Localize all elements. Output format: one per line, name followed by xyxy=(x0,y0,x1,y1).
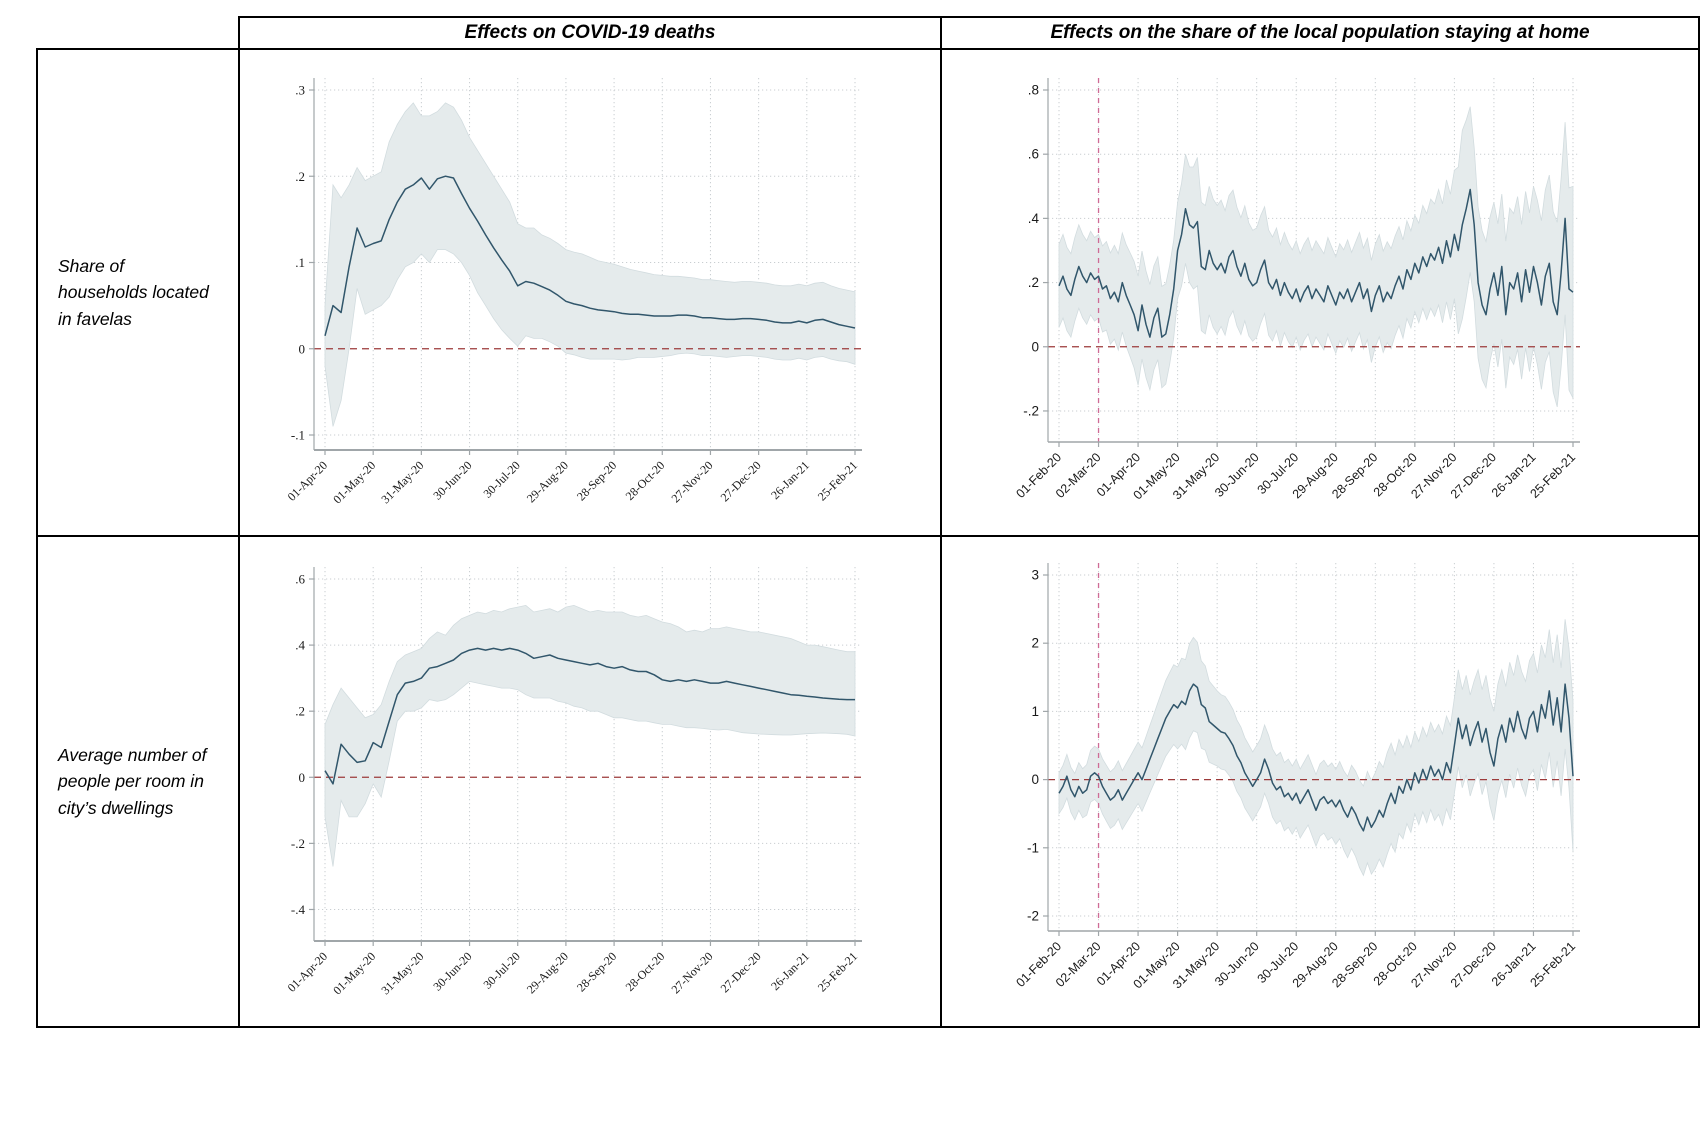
x-tick-label: 27-Dec-20 xyxy=(718,949,764,995)
chart-favelas-deaths: -.1 0.1.2.3 01-Apr-20 01-May-20 31-May-20 30-… xyxy=(240,50,940,535)
x-tick-label: 30-Jun-20 xyxy=(430,949,474,993)
figure-row-favelas: Share of households located in favelas -… xyxy=(36,48,1700,537)
confidence-band xyxy=(324,102,856,427)
header-spacer-cell xyxy=(37,17,239,49)
y-tick-label: .6 xyxy=(295,572,305,587)
x-tick-label: 28-Sep-20 xyxy=(574,949,619,994)
x-tick-label: 01-Apr-20 xyxy=(285,949,331,995)
y-tick-label: .3 xyxy=(295,83,305,98)
x-tick-label: 29-Aug-20 xyxy=(524,949,571,996)
y-tick-label: 2 xyxy=(1031,636,1039,651)
column-header-stay-home: Effects on the share of the local popula… xyxy=(940,16,1700,50)
x-tick-label: 30-Jul-20 xyxy=(480,949,522,991)
x-tick-label: 28-Oct-20 xyxy=(623,949,668,994)
confidence-band xyxy=(1058,619,1574,877)
x-tick-label: 26-Jan-21 xyxy=(768,949,812,993)
chart-cell-room-deaths: -.4 -.2 0 .2 .4 .6 01-Apr-20 01-May-20 31-May-20… xyxy=(238,535,942,1028)
coefficient-line xyxy=(324,647,855,785)
x-tick-label: 28-Oct-20 xyxy=(623,458,668,503)
x-tick-label: 30-Jun-20 xyxy=(430,458,474,502)
y-tick-label: -2 xyxy=(1027,909,1039,924)
y-tick-label: .2 xyxy=(295,169,305,184)
x-tick-label: 28-Sep-20 xyxy=(574,458,619,503)
y-tick-label: -.4 xyxy=(291,902,306,917)
line-chart-svg-top-right: -.20.2.4.6.801-Feb-2002-Mar-2001-Apr-200… xyxy=(1013,78,1580,502)
x-tick-label: 27-Nov-20 xyxy=(668,458,715,505)
y-tick-label: 0 xyxy=(1031,772,1039,787)
coefficient-line xyxy=(1058,683,1574,832)
x-tick-label: 31-May-20 xyxy=(378,458,426,506)
y-tick-label: .4 xyxy=(295,638,305,653)
chart-cell-favelas-stayhome: -.2 0.2.4.6.8 01-Feb-20 02-Mar-20 01-Apr-20 0… xyxy=(940,48,1700,537)
chart-room-stayhome: -2 -1 0 1 2 3 01-Feb-20 02-Mar-20 01-Apr-20 01-Ma… xyxy=(942,537,1698,1024)
y-tick-label: -.2 xyxy=(291,836,305,851)
chart-room-deaths: -.4 -.2 0 .2 .4 .6 01-Apr-20 01-May-20 31-May-20… xyxy=(240,537,940,1026)
results-figure: Effects on COVID-19 deaths Effects on th… xyxy=(36,16,1700,1028)
y-tick-label: .2 xyxy=(295,704,305,719)
figure-table: Effects on COVID-19 deaths Effects on th… xyxy=(36,16,1700,1028)
y-tick-label: 0 xyxy=(299,341,306,356)
y-tick-label: .2 xyxy=(1028,275,1039,290)
row-label-favelas: Share of households located in favelas xyxy=(36,48,240,537)
y-tick-label: -.2 xyxy=(1023,403,1039,418)
y-tick-label: 3 xyxy=(1031,568,1039,583)
x-tick-label: 31-May-20 xyxy=(378,949,426,997)
gridlines xyxy=(314,78,862,450)
y-tick-label: 0 xyxy=(299,770,306,785)
chart-cell-favelas-deaths: -.1 0.1.2.3 01-Apr-20 01-May-20 31-May-20 30-… xyxy=(238,48,942,537)
line-chart-svg-bottom-right: -2-1012301-Feb-2002-Mar-2001-Apr-2001-Ma… xyxy=(1013,563,1580,991)
y-tick-label: 0 xyxy=(1031,339,1039,354)
coefficient-line xyxy=(324,175,856,336)
y-tick-label: -.1 xyxy=(291,428,305,443)
y-tick-label: .4 xyxy=(1028,211,1040,226)
column-header-deaths: Effects on COVID-19 deaths xyxy=(238,16,942,50)
line-chart-svg-top-left: -.10.1.2.301-Apr-20 01-May-20 31-May-20 30-… xyxy=(285,78,862,506)
line-chart-svg-bottom-left: -.4 -.2 0 .2 .4 .6 01-Apr-20 01-May-20 31-May-20… xyxy=(285,567,862,997)
x-tick-label: 27-Dec-20 xyxy=(718,458,764,504)
header-row: Effects on COVID-19 deaths Effects on th… xyxy=(37,16,1700,50)
y-tick-label: -1 xyxy=(1027,840,1039,855)
x-tick-label: 01-May-20 xyxy=(330,949,378,997)
y-tick-label: .6 xyxy=(1028,147,1039,162)
x-tick-label: 30-Jul-20 xyxy=(480,458,522,500)
x-tick-label: 01-Apr-20 xyxy=(285,458,331,504)
figure-row-people-per-room: Average number of people per room in cit… xyxy=(36,535,1700,1028)
coefficient-line xyxy=(1058,188,1574,338)
x-tick-label: 26-Jan-21 xyxy=(768,458,812,502)
x-tick-label: 25-Feb-21 xyxy=(815,458,860,503)
y-tick-label: .8 xyxy=(1028,83,1039,98)
x-tick-label: 27-Nov-20 xyxy=(668,949,715,996)
row-label-people-per-room: Average number of people per room in cit… xyxy=(36,535,240,1028)
chart-cell-room-stayhome: -2 -1 0 1 2 3 01-Feb-20 02-Mar-20 01-Apr-20 01-Ma… xyxy=(940,535,1700,1028)
y-tick-label: .1 xyxy=(295,255,305,270)
x-tick-label: 29-Aug-20 xyxy=(524,458,571,505)
confidence-band xyxy=(324,604,856,867)
x-tick-label: 01-May-20 xyxy=(330,458,378,506)
y-tick-label: 1 xyxy=(1031,704,1039,719)
x-tick-label: 25-Feb-21 xyxy=(815,949,860,994)
confidence-band xyxy=(1058,106,1574,408)
chart-favelas-stayhome: -.2 0.2.4.6.8 01-Feb-20 02-Mar-20 01-Apr-20 0… xyxy=(942,50,1698,535)
